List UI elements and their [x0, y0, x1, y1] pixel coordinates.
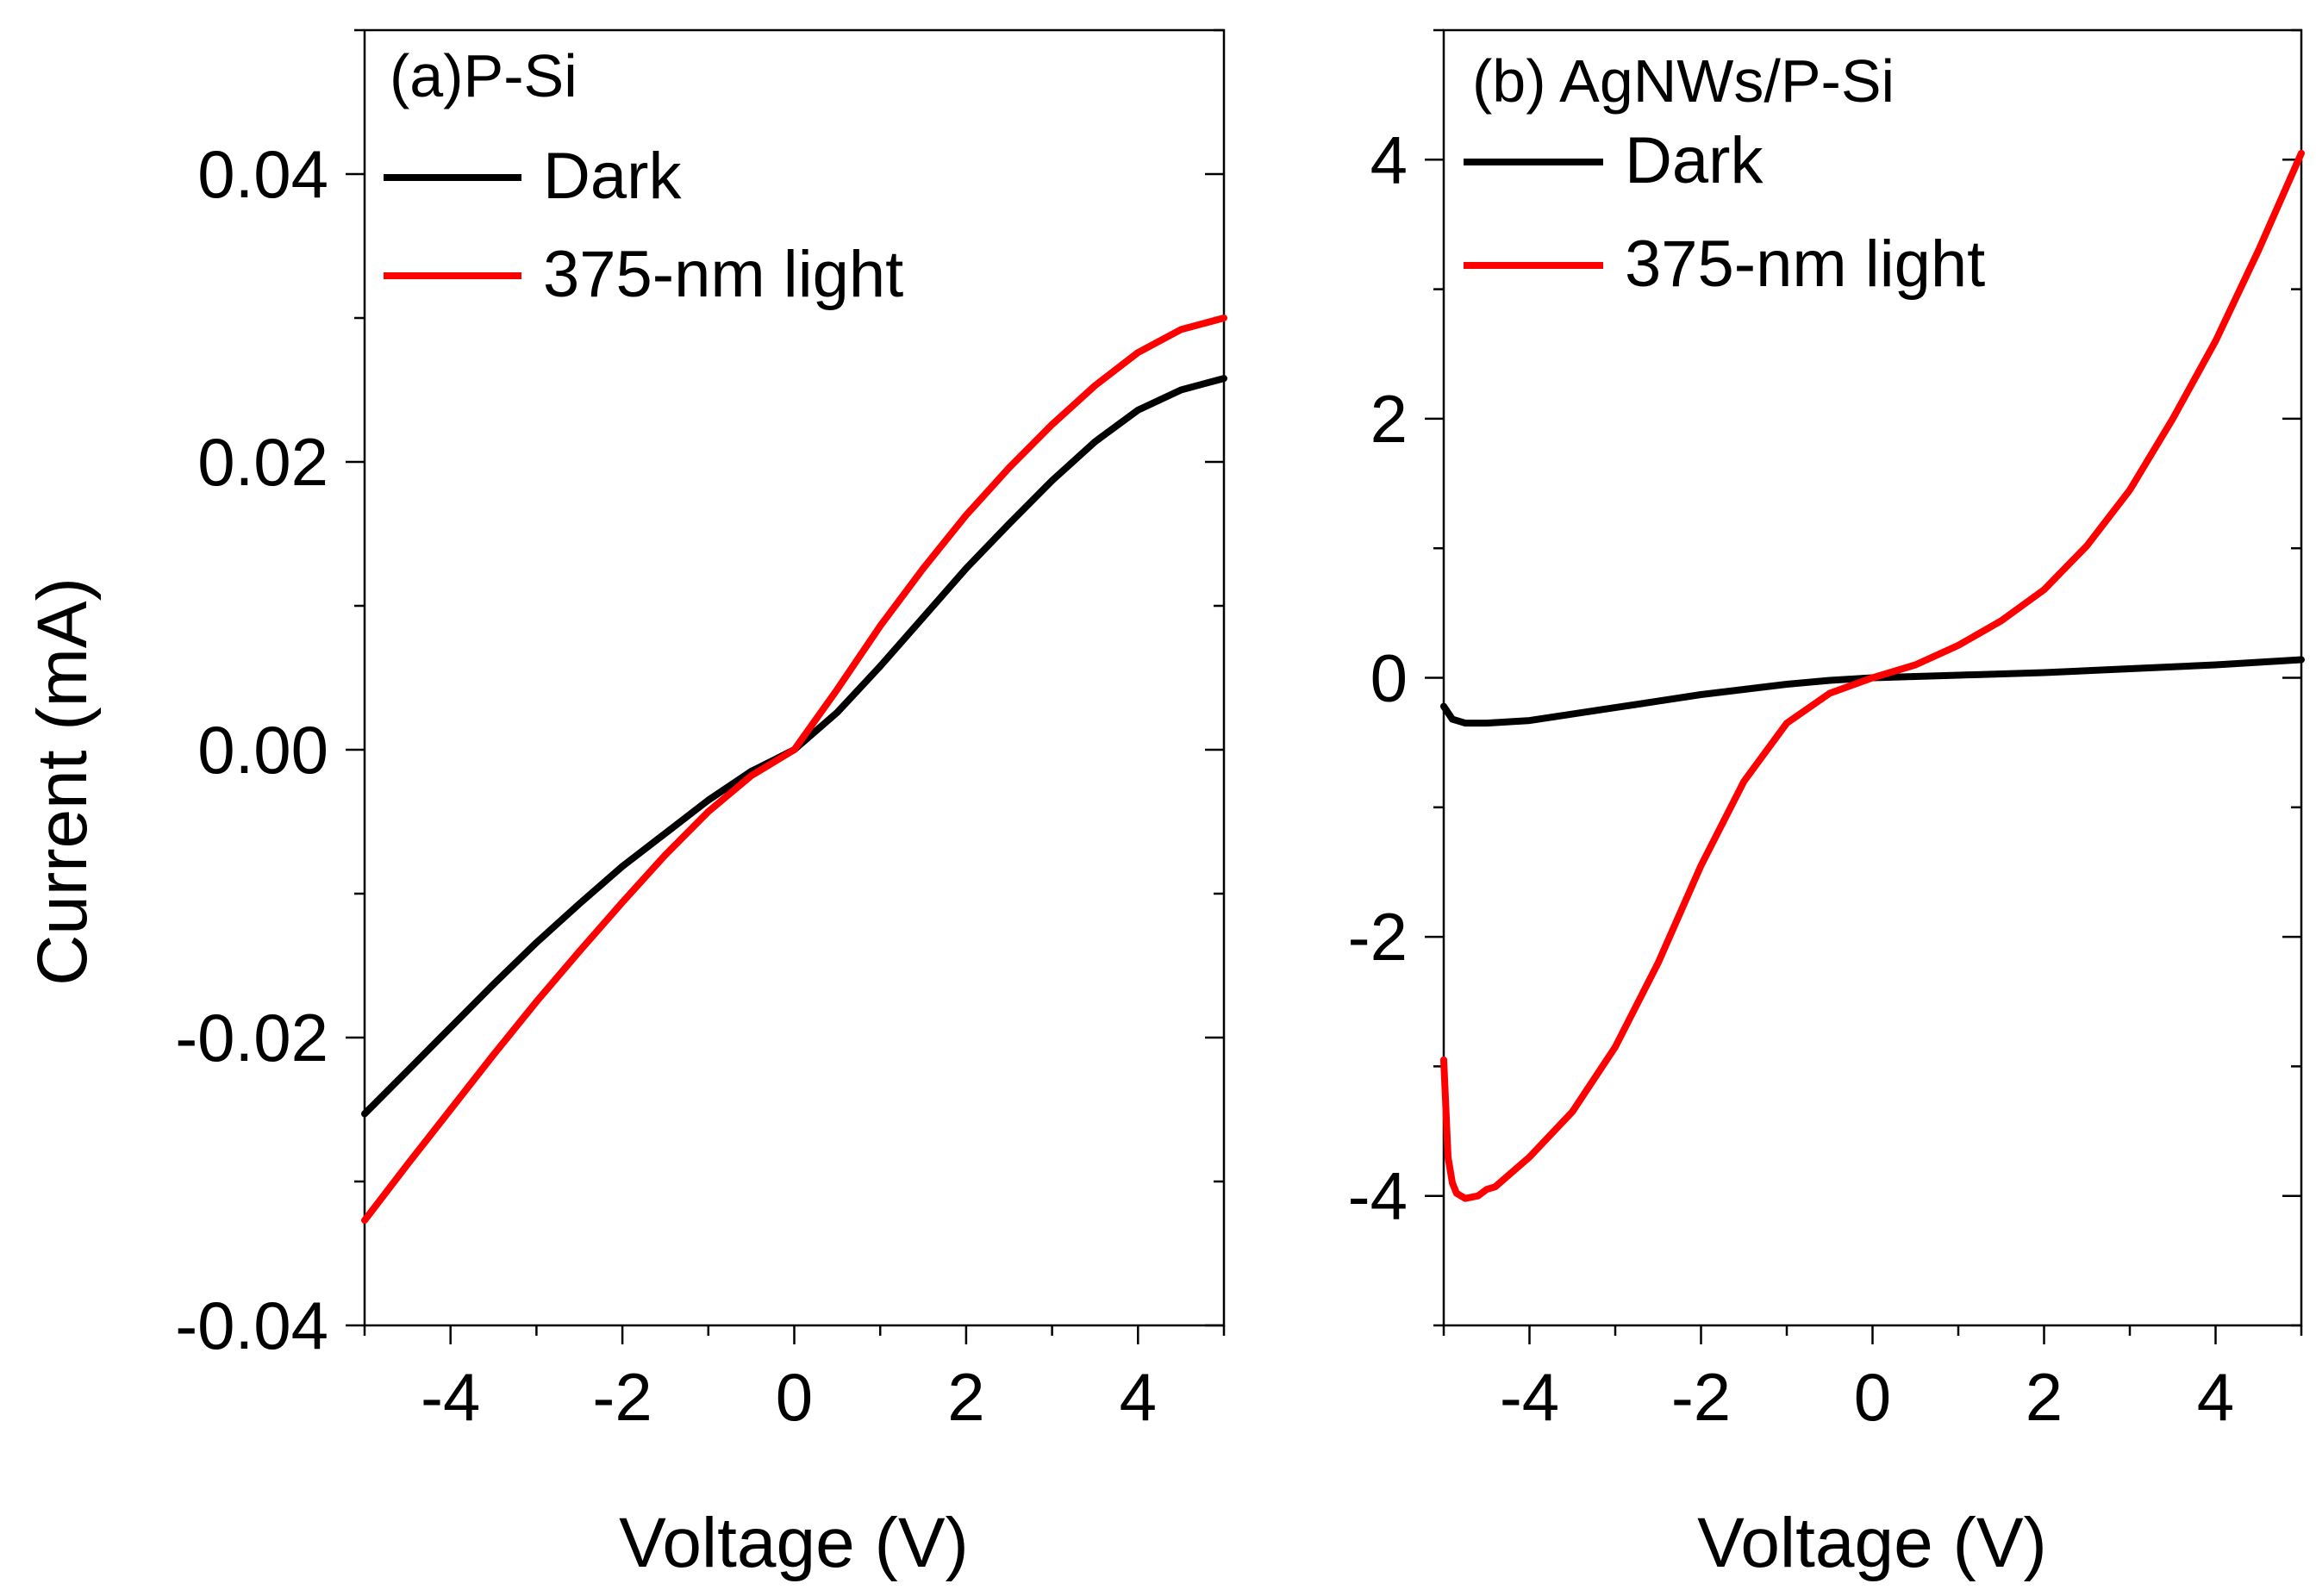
panel-b-x-tick-label: 2 [2026, 1359, 2063, 1435]
panel-a-y-tick-label: 0.04 [197, 136, 328, 212]
panel-a-y-axis-title: Current (mA) [23, 577, 102, 986]
panel-b-x-tick-label: 0 [1854, 1359, 1891, 1435]
panel-b-y-tick-label: 0 [1370, 640, 1408, 716]
panel-a-legend: Dark 375-nm light [384, 140, 903, 311]
panel-a: -4 -2 0 2 4 -0.04 -0.02 0.00 0.02 0.04 (a)P-Si Da… [23, 28, 1227, 1582]
panel-b-series-dark-line [1440, 656, 2305, 727]
panel-a-x-axis-title: Voltage (V) [619, 1504, 969, 1582]
panel-b-x-axis-title: Voltage (V) [1697, 1504, 2047, 1582]
panel-a-y-tick-label: 0.02 [197, 424, 328, 500]
panel-a-x-tick-label: 4 [1120, 1359, 1157, 1435]
panel-a-legend-light-label: 375-nm light [543, 238, 903, 311]
panel-b-legend: Dark 375-nm light [1464, 124, 1985, 301]
panel-b-series [1440, 149, 2305, 1202]
panel-a-y-tick-label: 0.00 [197, 712, 328, 788]
panel-b-legend-light-label: 375-nm light [1625, 228, 1985, 301]
panel-b-y-tick-label: -4 [1348, 1158, 1408, 1234]
panel-b-x-tick-label: -2 [1671, 1359, 1731, 1435]
panel-a-y-tick-label: -0.02 [175, 1000, 328, 1075]
panel-a-title: (a)P-Si [390, 42, 577, 109]
panel-b-tick-labels: -4 -2 0 2 4 -4 -2 0 2 4 [1348, 122, 2235, 1435]
panel-a-x-tick-label: 2 [947, 1359, 984, 1435]
panel-a-legend-dark-label: Dark [543, 140, 682, 213]
panel-a-y-tick-label: -0.04 [175, 1287, 328, 1363]
panel-b-title: (b) AgNWs/P-Si [1472, 47, 1895, 115]
panel-b-legend-dark-label: Dark [1625, 124, 1764, 197]
panel-b-x-tick-label: 4 [2197, 1359, 2234, 1435]
panel-b-y-tick-label: -2 [1348, 899, 1408, 975]
panel-a-series [361, 315, 1227, 1225]
panel-a-ticks [346, 28, 1226, 1344]
panel-b-y-tick-label: 2 [1370, 381, 1408, 457]
panel-a-x-tick-label: -4 [421, 1359, 480, 1435]
panel-b: -4 -2 0 2 4 -4 -2 0 2 4 (b) AgNWs/P-Si Dark 375-n… [1348, 28, 2305, 1582]
panel-a-frame [363, 28, 1226, 1327]
panel-a-series-375-nm-light-line [361, 315, 1227, 1225]
panel-a-tick-labels: -4 -2 0 2 4 -0.04 -0.02 0.00 0.02 0.04 [175, 136, 1157, 1435]
panel-b-series-375-nm-light-line [1440, 149, 2305, 1202]
panel-a-x-tick-label: -2 [592, 1359, 652, 1435]
panel-b-y-tick-label: 4 [1370, 122, 1408, 197]
panel-a-x-tick-label: 0 [776, 1359, 813, 1435]
panel-b-x-tick-label: -4 [1500, 1359, 1559, 1435]
